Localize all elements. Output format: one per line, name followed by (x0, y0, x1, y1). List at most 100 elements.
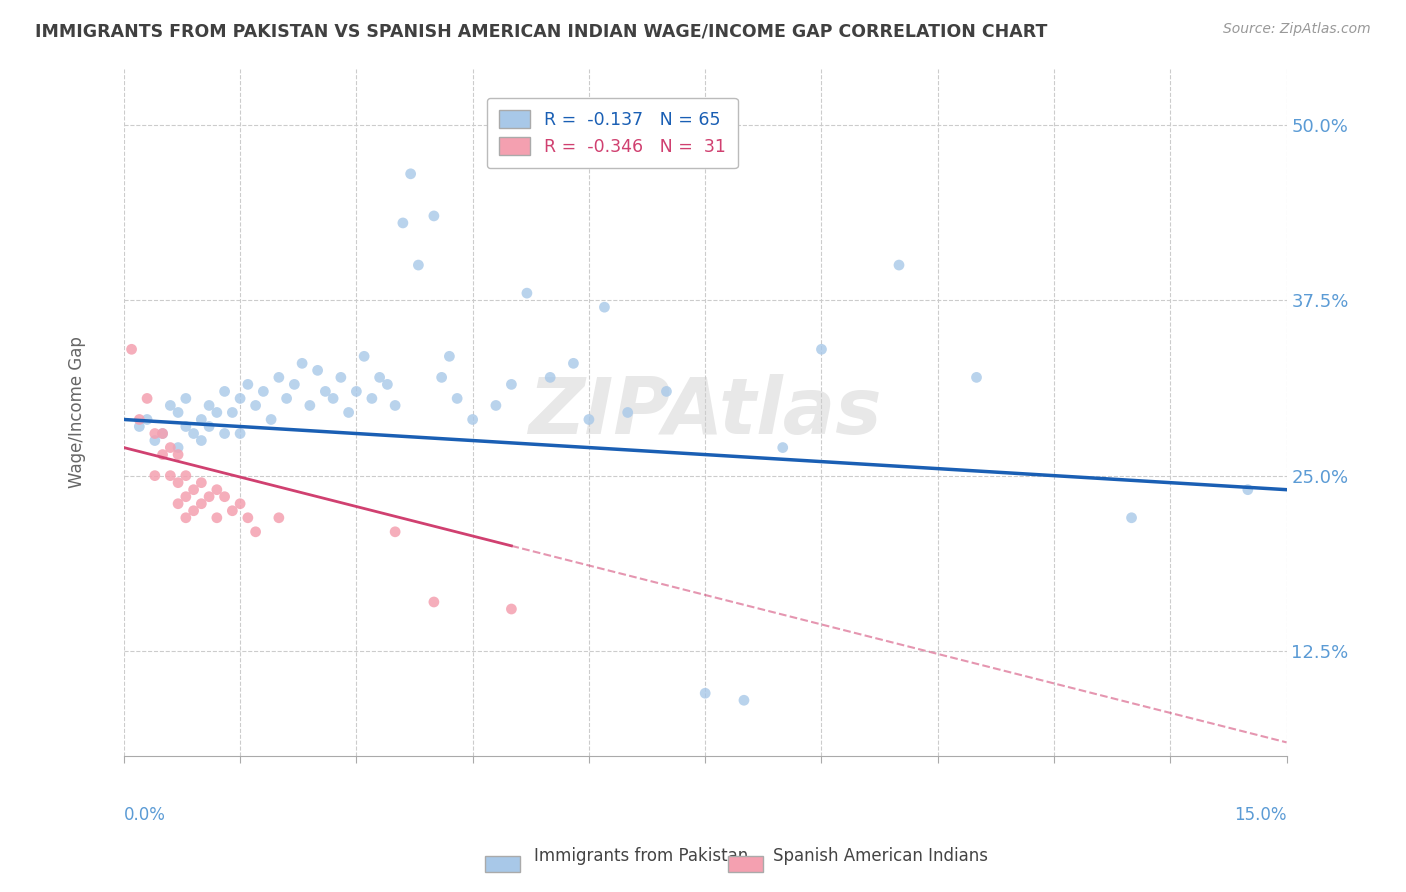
Point (252, 384, 274, 399)
Point (578, 412, 600, 426)
Point (423, 595, 446, 609)
Point (174, 419, 197, 434)
Point (966, 370, 988, 384)
Point (516, 286, 538, 301)
Point (205, 510, 228, 524)
Point (128, 412, 150, 426)
Point (152, 448, 174, 462)
Point (190, 412, 212, 426)
Point (485, 399, 508, 413)
Point (377, 377, 399, 392)
Point (198, 399, 221, 413)
Point (136, 392, 159, 406)
Point (392, 216, 415, 230)
Text: ZIPAtlas: ZIPAtlas (529, 375, 882, 450)
Point (329, 370, 352, 384)
Point (214, 490, 236, 504)
Point (593, 300, 616, 314)
Point (152, 426, 174, 441)
Point (245, 399, 267, 413)
Point (143, 434, 166, 448)
Text: IMMIGRANTS FROM PAKISTAN VS SPANISH AMERICAN INDIAN WAGE/INCOME GAP CORRELATION : IMMIGRANTS FROM PAKISTAN VS SPANISH AMER… (35, 22, 1047, 40)
Text: Wage/Income Gap: Wage/Income Gap (69, 336, 86, 489)
Point (733, 693, 755, 707)
Text: Immigrants from Pakistan: Immigrants from Pakistan (534, 847, 748, 865)
Point (562, 356, 585, 370)
Point (229, 426, 252, 441)
Point (298, 399, 321, 413)
Point (887, 258, 910, 272)
Point (229, 392, 252, 406)
Point (423, 209, 446, 223)
Point (344, 384, 367, 399)
Point (174, 490, 197, 504)
Point (159, 468, 181, 483)
Point (267, 510, 290, 524)
Point (214, 426, 236, 441)
Point (353, 349, 375, 363)
Point (159, 399, 181, 413)
Point (439, 349, 461, 363)
Point (695, 686, 717, 700)
Point (183, 426, 205, 441)
Point (159, 441, 181, 455)
Point (236, 510, 259, 524)
Point (276, 392, 298, 406)
Text: 0.0%: 0.0% (124, 805, 166, 823)
Point (143, 426, 166, 441)
Point (260, 412, 283, 426)
Point (655, 384, 678, 399)
Point (198, 419, 221, 434)
Point (183, 483, 205, 497)
Point (368, 370, 391, 384)
Point (501, 377, 523, 392)
Point (322, 392, 344, 406)
Point (399, 167, 422, 181)
Point (214, 384, 236, 399)
Point (167, 405, 190, 419)
Point (128, 419, 150, 434)
Point (198, 490, 221, 504)
Point (136, 412, 159, 426)
Point (430, 370, 453, 384)
Text: 15.0%: 15.0% (1234, 805, 1286, 823)
Point (384, 524, 406, 539)
Point (121, 343, 143, 357)
Point (167, 441, 190, 455)
Point (167, 475, 190, 490)
Point (152, 426, 174, 441)
Point (360, 392, 382, 406)
Text: Source: ZipAtlas.com: Source: ZipAtlas.com (1223, 22, 1371, 37)
Point (291, 356, 314, 370)
Point (337, 405, 360, 419)
Point (143, 468, 166, 483)
Legend: R =  -0.137   N = 65, R =  -0.346   N =  31: R = -0.137 N = 65, R = -0.346 N = 31 (486, 98, 738, 169)
Point (167, 497, 190, 511)
Point (167, 448, 190, 462)
Point (283, 377, 305, 392)
Point (229, 497, 252, 511)
Point (174, 468, 197, 483)
Point (190, 434, 212, 448)
Point (221, 405, 243, 419)
Point (221, 504, 243, 518)
Point (205, 483, 228, 497)
Point (314, 384, 336, 399)
Point (174, 392, 197, 406)
Point (501, 602, 523, 616)
Point (307, 363, 329, 377)
Point (183, 504, 205, 518)
Point (408, 258, 430, 272)
Point (810, 343, 832, 357)
Point (538, 370, 561, 384)
Point (772, 441, 794, 455)
Point (267, 370, 290, 384)
Point (190, 497, 212, 511)
Point (245, 524, 267, 539)
Point (616, 405, 638, 419)
Point (174, 510, 197, 524)
Point (236, 377, 259, 392)
Point (205, 405, 228, 419)
Point (1121, 510, 1143, 524)
Text: Spanish American Indians: Spanish American Indians (773, 847, 988, 865)
